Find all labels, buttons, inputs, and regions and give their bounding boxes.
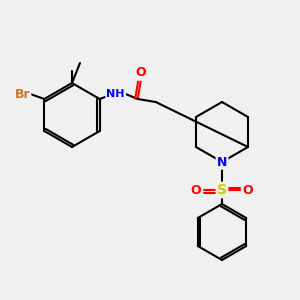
Text: O: O [191,184,201,196]
Text: S: S [217,183,227,197]
Text: NH: NH [106,89,125,99]
Text: O: O [243,184,253,196]
Text: Br: Br [14,88,30,100]
Text: O: O [135,67,146,80]
Text: N: N [217,155,227,169]
